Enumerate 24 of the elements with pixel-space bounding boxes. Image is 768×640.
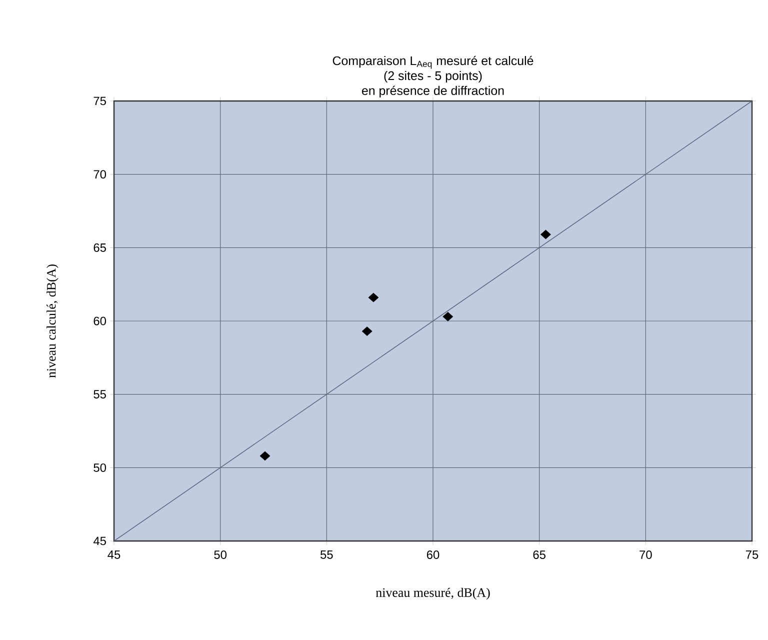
y-tick-label: 50 bbox=[94, 463, 106, 472]
y-tick-label: 75 bbox=[94, 96, 106, 106]
x-tick-label: 60 bbox=[426, 550, 440, 559]
point bbox=[442, 312, 454, 322]
point bbox=[368, 292, 379, 302]
chart-subtitle: (2 sites - 5 points) bbox=[384, 70, 482, 83]
x-tick-label: 75 bbox=[746, 550, 758, 559]
x-tick-label: 45 bbox=[108, 550, 120, 559]
x-tick-label: 65 bbox=[533, 550, 546, 559]
text: en présence de diffraction bbox=[362, 86, 504, 98]
y-tick-label: 45 bbox=[93, 536, 106, 546]
point bbox=[362, 326, 372, 336]
y-tick-label: 65 bbox=[94, 243, 106, 252]
y-tick-label: 60 bbox=[94, 316, 106, 326]
y-axis-title: niveau calculé, dB(A) bbox=[46, 264, 58, 378]
chart-title: Comparaison L$_{Aeq}$ mesuré et calculé bbox=[332, 56, 534, 69]
x-tick-label: 70 bbox=[640, 550, 652, 559]
y-tick-label: 70 bbox=[94, 170, 106, 179]
x-tick-label: 55 bbox=[320, 550, 333, 559]
x-tick-label: 50 bbox=[214, 550, 227, 559]
point bbox=[260, 451, 270, 461]
y-tick-label: 55 bbox=[94, 390, 106, 398]
point bbox=[540, 230, 551, 240]
x-axis-title: niveau mesuré, dB(A) bbox=[376, 588, 490, 600]
